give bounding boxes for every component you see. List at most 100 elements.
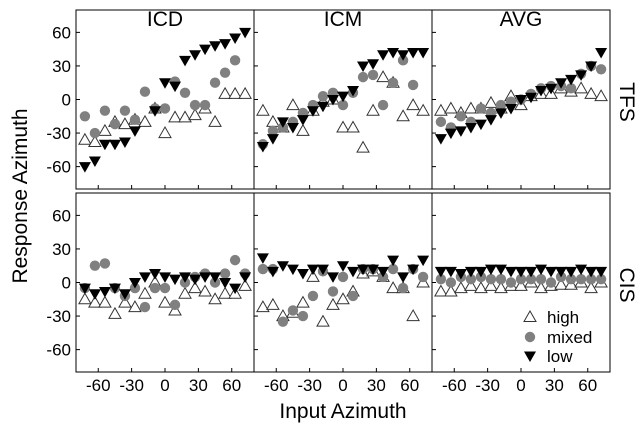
- point-cis-icm-high: [326, 297, 340, 310]
- legend-symbol-low: [524, 351, 536, 362]
- point-tfs-avg-low: [504, 103, 517, 115]
- point-cis-icd-high: [218, 286, 232, 299]
- point-cis-avg-high: [454, 281, 468, 294]
- point-tfs-avg-high: [464, 101, 478, 114]
- point-cis-icm-low: [326, 272, 339, 283]
- point-tfs-icd-mixed: [219, 67, 231, 78]
- point-cis-avg-low: [484, 264, 497, 276]
- point-cis-avg-mixed: [545, 277, 557, 288]
- point-cis-icd-low: [199, 272, 212, 283]
- point-cis-icm-low: [266, 266, 279, 278]
- point-cis-avg-mixed: [585, 273, 597, 285]
- point-tfs-icd-mixed: [179, 87, 191, 98]
- point-tfs-icd-mixed: [89, 127, 101, 139]
- point-tfs-avg-low: [595, 48, 608, 59]
- point-cis-avg-high: [534, 281, 548, 294]
- y-axis-title: Response Azimuth: [9, 108, 32, 283]
- point-tfs-avg-low: [494, 108, 507, 119]
- point-tfs-icm-low: [286, 122, 299, 134]
- x-tick-label-avg: 0: [516, 376, 525, 395]
- point-tfs-icd-low: [229, 33, 242, 44]
- point-cis-avg-mixed: [565, 273, 577, 285]
- point-cis-icd-low: [88, 289, 101, 300]
- point-cis-avg-low: [545, 266, 558, 278]
- point-cis-avg-low: [575, 264, 588, 276]
- x-tick-label-icd: -60: [86, 376, 111, 395]
- point-tfs-icd-mixed: [159, 103, 171, 114]
- point-cis-icd-low: [179, 272, 192, 283]
- point-tfs-icd-low: [108, 139, 121, 151]
- legend-marker-mixed: [524, 331, 536, 343]
- point-tfs-icm-mixed: [367, 69, 379, 81]
- y-tick-label-cis: -60: [46, 341, 71, 360]
- point-tfs-icd-low: [159, 78, 171, 89]
- point-tfs-avg-high: [444, 101, 458, 114]
- row-label-cis: CIS: [615, 267, 636, 302]
- point-cis-icd-low: [98, 286, 111, 298]
- point-tfs-icm-high: [296, 123, 310, 136]
- point-cis-icm-low: [296, 269, 309, 280]
- point-cis-avg-high: [464, 278, 478, 291]
- point-tfs-icd-mixed: [199, 99, 211, 111]
- point-tfs-icm-mixed: [267, 125, 279, 137]
- column-title-icm: ICM: [324, 8, 363, 31]
- y-tick-label-cis: -30: [46, 307, 71, 326]
- point-cis-avg-mixed: [445, 277, 457, 288]
- point-tfs-icd-high: [178, 110, 192, 123]
- point-tfs-icm-high: [356, 140, 370, 153]
- point-tfs-avg-low: [434, 134, 447, 145]
- point-cis-icd-mixed: [229, 254, 241, 266]
- chart-marks: -60 -30 0 30 60 -60 -30 0 30 60 -60 -30 0 30 60 -60 -30 0…: [46, 23, 608, 395]
- point-tfs-icd-high: [158, 126, 172, 139]
- point-tfs-avg-high: [594, 89, 608, 102]
- point-cis-icd-high: [238, 278, 252, 291]
- x-tick-label-icd: 60: [222, 376, 241, 395]
- legend-label-high: high: [547, 308, 579, 327]
- point-cis-avg-mixed: [595, 273, 607, 285]
- point-cis-icm-low: [306, 264, 319, 276]
- point-cis-icm-high: [306, 269, 320, 282]
- point-tfs-avg-high: [484, 95, 498, 108]
- point-cis-avg-mixed: [515, 273, 527, 285]
- point-cis-avg-high: [444, 284, 458, 297]
- point-cis-icd-high: [178, 286, 192, 299]
- x-tick-label-icm: 0: [338, 376, 347, 395]
- point-cis-icm-low: [387, 255, 400, 267]
- point-cis-avg-low: [525, 266, 538, 278]
- panel-frame-cis-icm: [253, 192, 433, 373]
- point-cis-icm-mixed: [307, 290, 319, 302]
- point-cis-icm-low: [357, 264, 370, 276]
- x-axis-title: Input Azimuth: [279, 400, 406, 423]
- point-cis-icm-high: [296, 295, 310, 308]
- point-tfs-icm-low: [306, 106, 319, 117]
- point-tfs-avg-mixed: [565, 83, 577, 94]
- row-label-tfs: TFS: [615, 82, 636, 122]
- point-tfs-icm-high: [256, 103, 270, 116]
- point-cis-icm-mixed: [277, 316, 289, 327]
- x-tick-label-icm: 60: [400, 376, 419, 395]
- point-tfs-icd-high: [188, 108, 202, 121]
- point-tfs-icm-high: [336, 120, 350, 133]
- point-tfs-icd-high: [218, 86, 232, 99]
- point-tfs-avg-mixed: [495, 99, 507, 111]
- point-cis-avg-high: [494, 281, 508, 294]
- point-cis-icm-mixed: [347, 290, 359, 302]
- point-tfs-avg-low: [454, 126, 467, 137]
- point-tfs-icm-low: [276, 117, 289, 128]
- point-tfs-icd-mixed: [229, 55, 241, 66]
- point-tfs-icm-mixed: [387, 77, 399, 88]
- point-cis-avg-high: [554, 277, 568, 290]
- point-cis-avg-low: [535, 264, 548, 276]
- point-cis-icd-high: [78, 292, 92, 305]
- point-cis-icm-low: [316, 264, 329, 276]
- point-tfs-icd-low: [78, 162, 91, 173]
- legend-label-mixed: mixed: [547, 328, 592, 347]
- point-cis-icd-low: [219, 278, 232, 289]
- point-tfs-icd-high: [78, 132, 92, 145]
- point-cis-icd-low: [169, 274, 182, 286]
- point-cis-avg-high: [514, 278, 528, 291]
- point-tfs-avg-low: [565, 74, 578, 86]
- point-cis-avg-mixed: [505, 277, 517, 288]
- legend-symbol-high: [523, 309, 537, 322]
